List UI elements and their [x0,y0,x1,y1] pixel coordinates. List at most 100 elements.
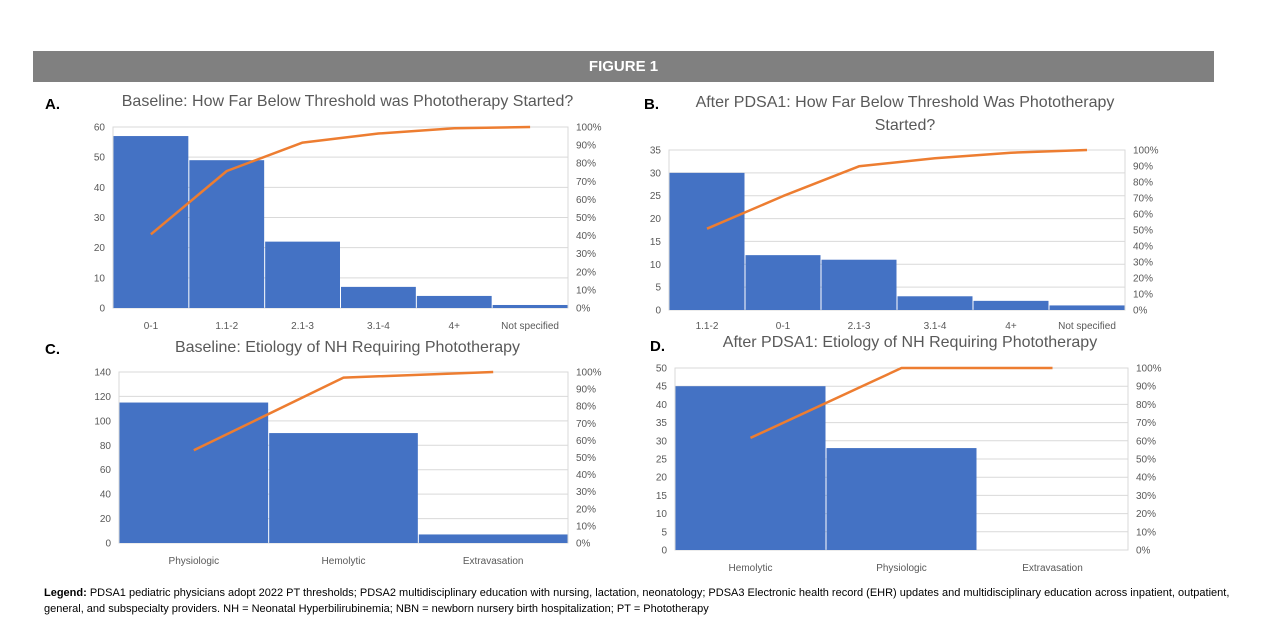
x-tick-label: 2.1-3 [848,321,871,332]
y2-tick-label: 80% [1136,400,1156,411]
y2-tick-label: 60% [1136,436,1156,447]
bar [113,136,189,308]
chart-a: 0 10 20 30 40 50 60 0% 10% 20% 30% 40% 50% 60% 70% 80% 9… [94,123,602,333]
y2-tick-label: 100% [576,368,602,379]
y2-tick-label: 100% [1136,364,1162,375]
y-tick-label: 20 [94,243,106,254]
y-tick-label: 140 [94,368,111,379]
legend-lead: Legend: [44,587,87,599]
y2-tick-label: 0% [576,539,591,550]
y2-tick-label: 20% [576,504,596,515]
x-tick-label: 1.1-2 [696,321,719,332]
y2-tick-label: 10% [576,521,596,532]
x-tick-label: Hemolytic [322,556,366,567]
chart-title-c: Baseline: Etiology of NH Requiring Photo… [174,339,521,356]
y2-tick-label: 50% [576,213,596,224]
y-tick-label: 5 [655,283,661,294]
x-tick-label: Extravasation [1022,563,1083,574]
y2-tick-label: 40% [576,470,596,481]
y2-tick-label: 50% [576,453,596,464]
bar [821,259,897,310]
y-tick-label: 100 [94,416,111,427]
y2-tick-label: 80% [1133,178,1153,189]
y-tick-label: 60 [100,465,112,476]
y2-tick-label: 90% [1133,162,1153,173]
bar [418,534,568,543]
x-tick-label: 1.1-2 [215,321,238,332]
bar [826,448,977,550]
x-tick-label: 3.1-4 [924,321,947,332]
y2-tick-label: 70% [576,419,596,430]
y2-tick-label: 80% [576,402,596,413]
y2-tick-label: 0% [1133,306,1148,317]
y2-tick-label: 30% [576,487,596,498]
y-tick-label: 50 [94,153,106,164]
x-tick-label: 3.1-4 [367,321,390,332]
x-tick-label: 0-1 [776,321,791,332]
x-tick-label: Physiologic [169,556,220,567]
x-tick-label: 4+ [449,321,461,332]
y-tick-label: 45 [656,382,668,393]
x-tick-label: Extravasation [463,556,524,567]
y2-tick-label: 100% [1133,146,1159,157]
legend: Legend: PDSA1 pediatric physicians adopt… [44,585,1244,617]
panel-label-a: A. [45,96,60,113]
y-tick-label: 60 [94,123,106,134]
y-tick-label: 0 [655,306,661,317]
y-tick-label: 20 [100,514,112,525]
x-tick-label: Not specified [1058,321,1116,332]
chart-d: 0 5 10 15 20 25 30 35 40 45 50 0% 10% 20% 30% 40% 50% 60%… [656,364,1162,575]
y-tick-label: 120 [94,392,111,403]
y-tick-label: 0 [99,304,105,315]
y-tick-label: 20 [656,473,668,484]
panel-label-d: D. [650,338,665,355]
y2-tick-label: 40% [1136,473,1156,484]
y2-tick-label: 90% [576,385,596,396]
chart-title-a: Baseline: How Far Below Threshold was Ph… [121,93,574,110]
y2-tick-label: 70% [576,177,596,188]
bar [745,255,821,310]
y2-tick-label: 90% [1136,382,1156,393]
bar [669,172,745,310]
y-tick-label: 5 [661,527,667,538]
y2-tick-label: 0% [576,304,591,315]
y-tick-label: 50 [656,364,668,375]
y-tick-label: 35 [656,418,668,429]
y2-tick-label: 100% [576,123,602,134]
y2-tick-label: 40% [1133,242,1153,253]
bar [119,402,269,543]
y2-tick-label: 60% [576,436,596,447]
cumulative-line [193,370,494,452]
y-tick-label: 0 [661,546,667,557]
bar [897,296,973,310]
y-tick-label: 40 [100,490,112,501]
x-tick-label: Hemolytic [729,563,773,574]
y2-tick-label: 70% [1133,194,1153,205]
y2-tick-label: 60% [1133,210,1153,221]
y2-tick-label: 10% [576,285,596,296]
y2-tick-label: 30% [1133,258,1153,269]
y2-tick-label: 0% [1136,546,1151,557]
y-tick-label: 15 [650,237,662,248]
y2-tick-label: 90% [576,141,596,152]
bar [189,160,265,308]
y2-tick-label: 10% [1133,290,1153,301]
y2-tick-label: 20% [1136,509,1156,520]
cumulative-line [749,366,1053,440]
x-tick-label: Physiologic [876,563,927,574]
bar [973,300,1049,310]
x-tick-label: 2.1-3 [291,321,314,332]
bar [675,386,826,550]
cumulative-line [706,148,1088,230]
y-tick-label: 30 [656,436,668,447]
bar [492,304,568,308]
bar [341,286,416,308]
bar [269,433,418,543]
y2-tick-label: 60% [576,195,596,206]
y-tick-label: 20 [650,214,662,225]
y2-tick-label: 50% [1136,455,1156,466]
y2-tick-label: 10% [1136,527,1156,538]
chart-c: 0 20 40 60 80 100 120 140 0% 10% 20% 30% 40% 50% 60% 70… [94,368,601,568]
figure-banner: FIGURE 1 [33,51,1214,82]
